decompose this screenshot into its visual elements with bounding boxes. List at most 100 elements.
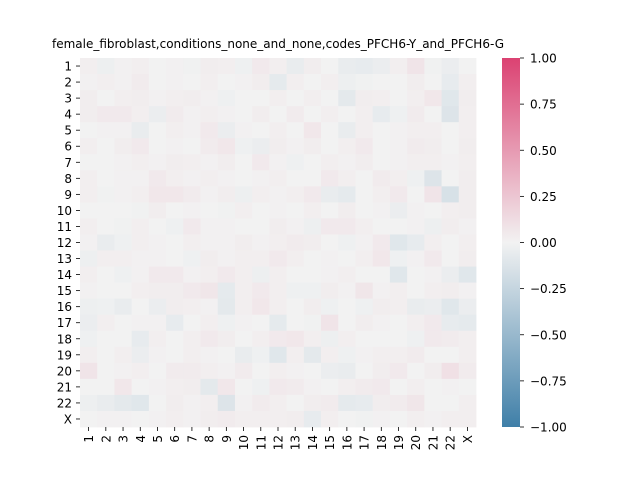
heatmap-cell-17-4 (131, 314, 150, 332)
heatmap-cell-11-11 (252, 218, 270, 235)
heatmap-cell-11-2 (97, 218, 115, 235)
heatmap-cell-15-6 (166, 282, 184, 300)
heatmap-cell-5-8 (200, 122, 219, 139)
heatmap-cell-8-10 (234, 170, 253, 187)
heatmap-cell-8-2 (97, 170, 115, 187)
heatmap-cell-13-12 (269, 250, 288, 267)
heatmap-cell-6-15 (321, 138, 339, 155)
heatmap-cell-7-18 (372, 154, 391, 171)
heatmap-cell-2-21 (424, 74, 442, 91)
heatmap-cell-11-8 (200, 218, 219, 235)
col-label-10: 10 (237, 435, 251, 450)
heatmap-cell-18-4 (131, 330, 150, 348)
heatmap-cell-17-7 (183, 314, 201, 332)
heatmap-cell-21-13 (286, 378, 305, 396)
heatmap-cell-1-1 (80, 58, 98, 75)
heatmap-cell-6-19 (389, 138, 408, 155)
heatmap-cell-16-2 (97, 298, 115, 316)
heatmap-cell-20-19 (389, 362, 408, 380)
heatmap-cell-15-16 (338, 282, 356, 300)
heatmap-cell-5-7 (183, 122, 201, 139)
heatmap-cell-7-15 (321, 154, 339, 171)
heatmap-cell-16-X (458, 298, 477, 316)
heatmap-cell-20-6 (166, 362, 184, 380)
heatmap-cell-4-21 (424, 106, 442, 123)
heatmap-cell-12-11 (252, 234, 270, 251)
heatmap-cell-15-7 (183, 282, 201, 300)
heatmap-cell-19-12 (269, 346, 288, 364)
heatmap-cell-X-2 (97, 410, 115, 428)
heatmap-cell-2-7 (183, 74, 201, 91)
heatmap-cell-5-6 (166, 122, 184, 139)
heatmap-cell-19-11 (252, 346, 270, 364)
heatmap-cell-22-14 (303, 394, 322, 412)
heatmap-cell-22-1 (80, 394, 98, 412)
heatmap-cell-17-12 (269, 314, 288, 332)
heatmap-cell-3-2 (97, 90, 115, 107)
heatmap-cell-10-12 (269, 202, 288, 219)
colorbar-tick-label: −1.00 (530, 421, 567, 435)
heatmap-cell-3-14 (303, 90, 322, 107)
heatmap-cell-16-17 (355, 298, 374, 316)
heatmap-cell-20-1 (80, 362, 98, 380)
heatmap-cell-12-13 (286, 234, 305, 251)
heatmap-cell-12-15 (321, 234, 339, 251)
heatmap-cell-X-11 (252, 410, 270, 428)
heatmap-cell-4-20 (407, 106, 425, 123)
heatmap-cell-18-6 (166, 330, 184, 348)
row-label-4: 4 (64, 108, 72, 122)
heatmap-cell-7-19 (389, 154, 408, 171)
heatmap-cell-20-22 (441, 362, 460, 380)
heatmap-cell-3-8 (200, 90, 219, 107)
heatmap-cell-15-18 (372, 282, 391, 300)
colorbar-ticks: 1.00 0.75 0.50 0.25 0.00 −0.25 −0.50 −0.75 −1.00 (520, 52, 567, 435)
heatmap-cell-9-X (458, 186, 477, 203)
heatmap-cell-8-13 (286, 170, 305, 187)
heatmap-cell-4-6 (166, 106, 184, 123)
heatmap-cell-1-16 (338, 58, 356, 75)
heatmap-cell-15-12 (269, 282, 288, 300)
heatmap-cell-2-17 (355, 74, 374, 91)
heatmap-cell-10-17 (355, 202, 374, 219)
heatmap-cell-8-16 (338, 170, 356, 187)
heatmap-cell-8-7 (183, 170, 201, 187)
heatmap-cell-3-3 (114, 90, 133, 107)
heatmap-cell-8-9 (217, 170, 236, 187)
heatmap-cell-13-18 (372, 250, 391, 267)
heatmap-cell-3-18 (372, 90, 391, 107)
row-label-19: 19 (57, 348, 72, 362)
heatmap-cells (80, 58, 477, 428)
heatmap-cell-19-14 (303, 346, 322, 364)
heatmap-cell-7-1 (80, 154, 98, 171)
heatmap-cell-7-10 (234, 154, 253, 171)
row-label-20: 20 (57, 364, 72, 378)
heatmap-cell-6-12 (269, 138, 288, 155)
heatmap-cell-20-9 (217, 362, 236, 380)
heatmap-cell-7-20 (407, 154, 425, 171)
heatmap-cell-10-11 (252, 202, 270, 219)
heatmap-cell-19-15 (321, 346, 339, 364)
heatmap-cell-18-22 (441, 330, 460, 348)
heatmap-cell-21-18 (372, 378, 391, 396)
heatmap-cell-3-11 (252, 90, 270, 107)
colorbar-tick-label: −0.50 (530, 328, 567, 342)
heatmap-cell-22-15 (321, 394, 339, 412)
heatmap-cell-13-4 (131, 250, 150, 267)
heatmap-cell-16-9 (217, 298, 236, 316)
heatmap-cell-12-16 (338, 234, 356, 251)
heatmap-cell-9-5 (148, 186, 167, 203)
heatmap-cell-20-17 (355, 362, 374, 380)
heatmap-cell-2-10 (234, 74, 253, 91)
heatmap-cell-7-17 (355, 154, 374, 171)
heatmap-cell-14-6 (166, 266, 184, 284)
heatmap-cell-12-8 (200, 234, 219, 251)
heatmap-cell-4-2 (97, 106, 115, 123)
col-label-X: X (461, 435, 475, 443)
heatmap-cell-21-4 (131, 378, 150, 396)
heatmap-cell-19-19 (389, 346, 408, 364)
heatmap-cell-1-3 (114, 58, 133, 75)
heatmap-cell-1-6 (166, 58, 184, 75)
heatmap-cell-22-13 (286, 394, 305, 412)
heatmap-cell-16-18 (372, 298, 391, 316)
heatmap-cell-15-9 (217, 282, 236, 300)
